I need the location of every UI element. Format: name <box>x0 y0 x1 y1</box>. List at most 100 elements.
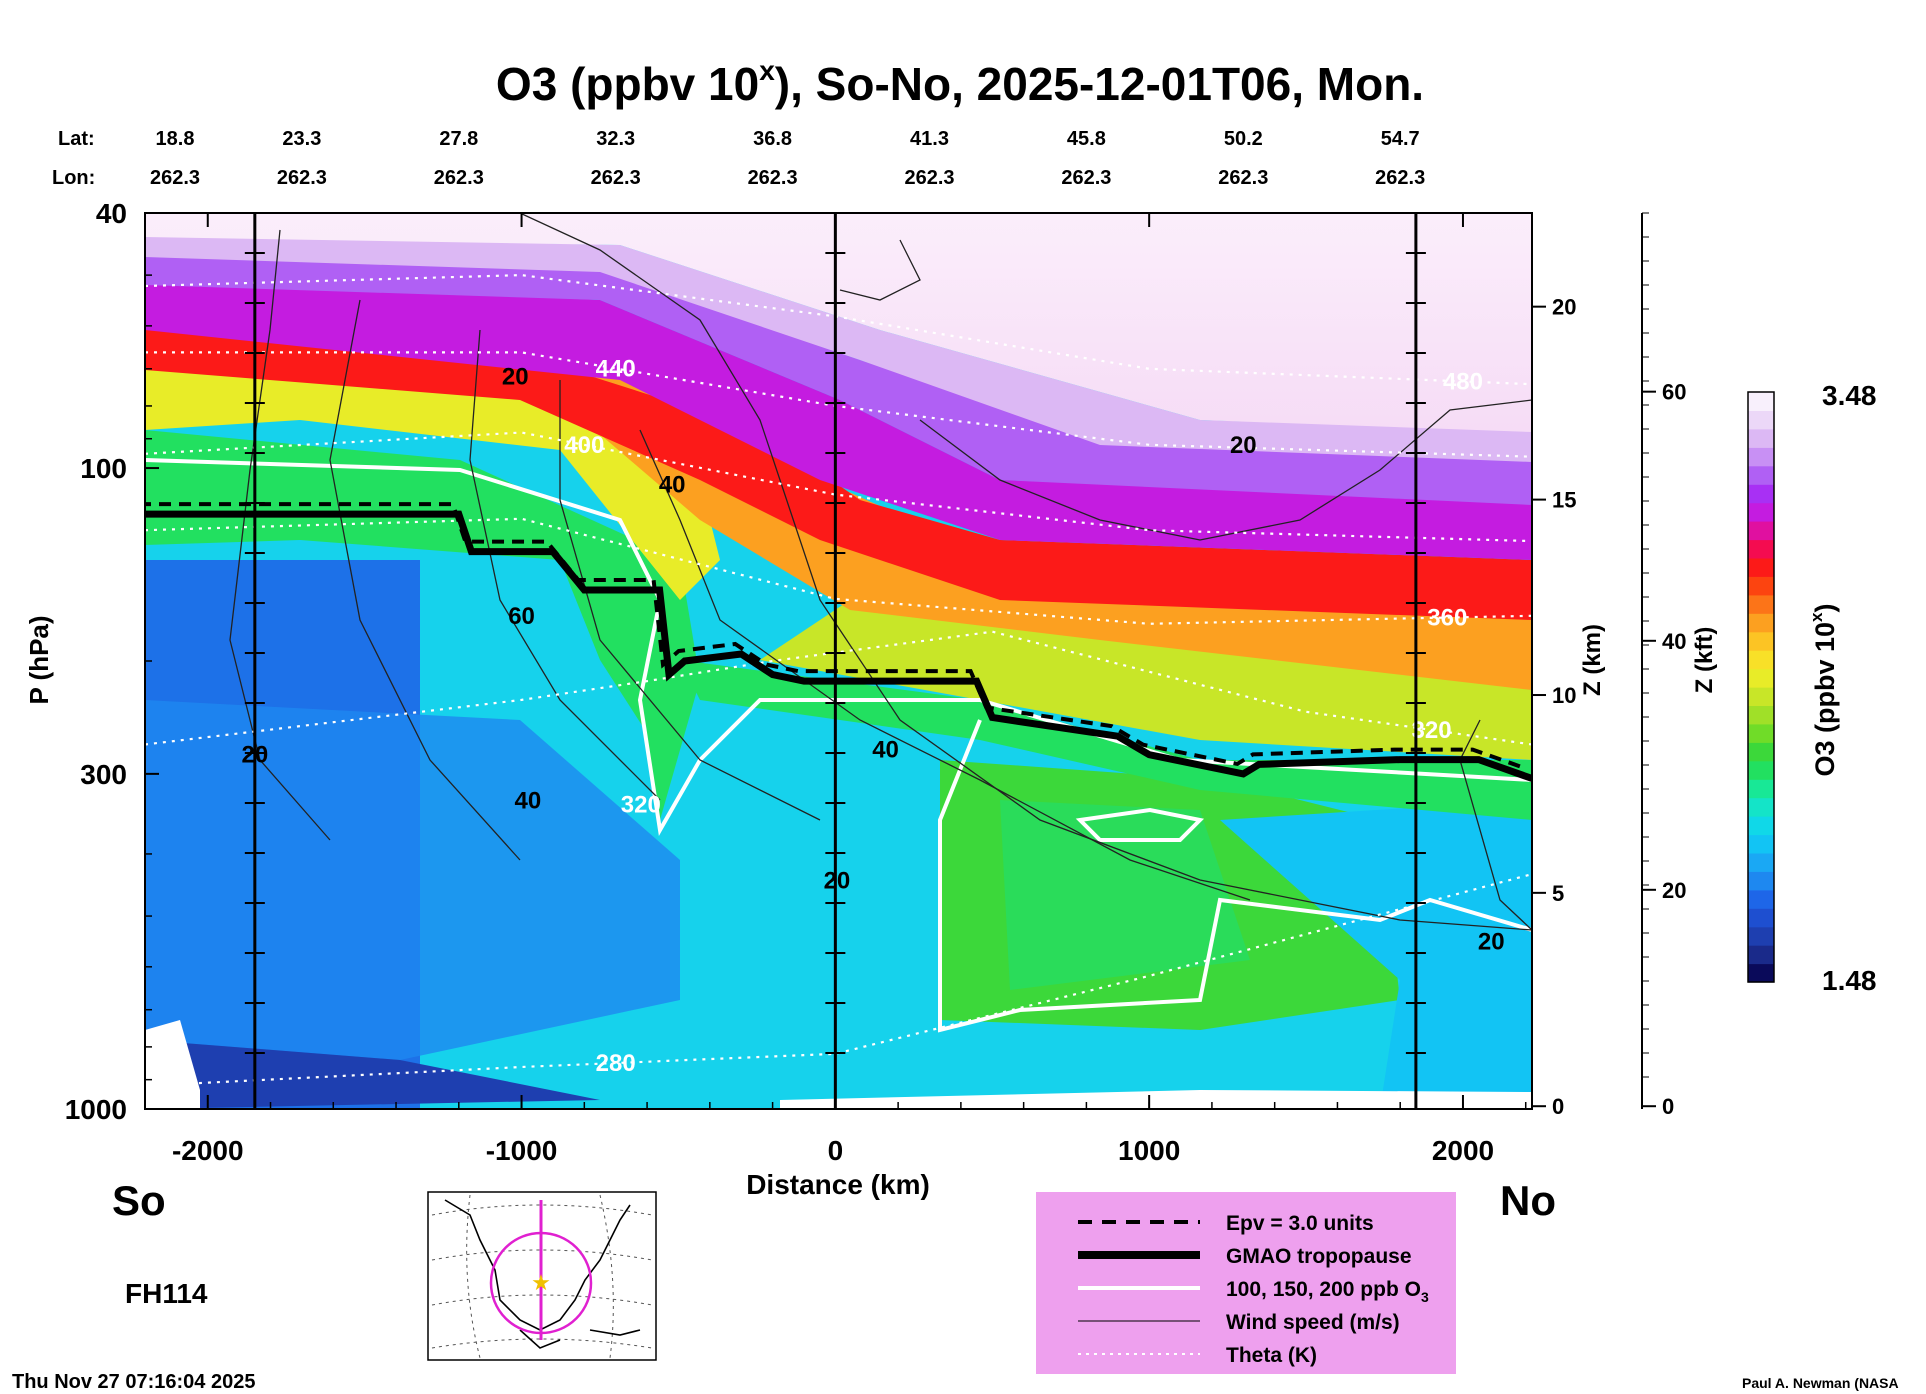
lat-value: 18.8 <box>156 128 195 150</box>
ozone-band-yellow-east <box>760 600 1532 760</box>
z-kft-tick-label: 60 <box>1662 380 1686 405</box>
y-tick-label: 300 <box>80 759 127 790</box>
z-km-tick-label: 15 <box>1552 488 1576 513</box>
x-tick-label: -2000 <box>172 1135 244 1166</box>
wind-line-4 <box>559 380 821 821</box>
wind-line-8 <box>919 399 1532 541</box>
colorbar-swatch <box>1748 926 1774 946</box>
legend-label: 100, 150, 200 ppb O3 <box>1226 1278 1429 1305</box>
ozone-band-green <box>145 430 700 820</box>
colorbar-swatch <box>1748 557 1774 577</box>
timestamp: Thu Nov 27 07:16:04 2025 <box>12 1371 255 1393</box>
colorbar-swatch <box>1748 447 1774 467</box>
wind-contour-label: 20 <box>1478 929 1505 956</box>
wind-line-9 <box>1459 719 1532 931</box>
colorbar-swatch <box>1748 908 1774 928</box>
colorbar-swatch <box>1748 723 1774 743</box>
colorbar-swatch <box>1748 852 1774 872</box>
y-tick-label: 40 <box>96 198 127 229</box>
ozone-band-lavender <box>145 235 1532 462</box>
z-km-axis: 20 15 10 5 0 <box>1531 213 1576 1119</box>
colorbar-swatch <box>1748 410 1774 430</box>
z-km-tick-label: 5 <box>1552 881 1564 906</box>
colorbar-swatch <box>1748 613 1774 633</box>
x-tick-label: 1000 <box>1118 1135 1180 1166</box>
ozone-band-red <box>145 320 1532 620</box>
colorbar-swatch <box>1748 631 1774 651</box>
wind-contour-label: 60 <box>508 603 535 630</box>
tropopause-line <box>145 510 1532 782</box>
colorbar-swatch <box>1748 742 1774 762</box>
colorbar-swatch <box>1748 539 1774 559</box>
ozone-band-green-light <box>1000 800 1250 990</box>
y-tick-label: 1000 <box>65 1094 127 1125</box>
legend-label: Theta (K) <box>1226 1344 1317 1367</box>
lat-value: 54.7 <box>1381 128 1420 150</box>
lon-value: 262.3 <box>277 167 327 189</box>
colorbar-swatch <box>1748 779 1774 799</box>
lon-value: 262.3 <box>591 167 641 189</box>
lat-value: 45.8 <box>1067 128 1106 150</box>
coastline <box>444 1199 641 1349</box>
lat-value: 27.8 <box>439 128 478 150</box>
z-km-tick-label: 10 <box>1552 683 1576 708</box>
credit: Paul A. Newman (NASA <box>1742 1375 1899 1391</box>
theta-line <box>145 630 1532 746</box>
wind-line-2 <box>329 299 521 861</box>
ozone-contour-white-1 <box>145 458 1532 836</box>
theta-label: 480 <box>1443 368 1483 395</box>
terrain-white <box>145 1020 200 1109</box>
north-label: No <box>1500 1177 1556 1224</box>
ozone-band-mid-blue <box>145 700 680 1060</box>
theta-line <box>145 517 1532 625</box>
x-tick-label: 2000 <box>1432 1135 1494 1166</box>
colorbar-swatch <box>1748 576 1774 596</box>
inset-map: ★ <box>427 1191 657 1361</box>
lon-value: 262.3 <box>1061 167 1111 189</box>
theta-label: 400 <box>564 432 604 459</box>
ozone-band-violet <box>145 255 1532 505</box>
wind-contours <box>229 213 1532 931</box>
colorbar-swatch <box>1748 502 1774 522</box>
lat-value: 36.8 <box>753 128 792 150</box>
ozone-contour-label: 320 <box>621 792 661 819</box>
legend-label: Wind speed (m/s) <box>1226 1311 1400 1334</box>
z-km-tick-label: 20 <box>1552 295 1576 320</box>
lat-value: 23.3 <box>282 128 321 150</box>
theta-label: 360 <box>1427 605 1467 632</box>
colorbar-swatch <box>1748 834 1774 854</box>
y-tick-label: 100 <box>80 453 127 484</box>
x-axis: -2000 -1000 0 1000 2000 <box>172 213 1527 1166</box>
wind-line-7 <box>839 239 921 301</box>
colorbar-swatch <box>1748 945 1774 965</box>
z-kft-tick-label: 0 <box>1662 1094 1674 1119</box>
colorbar-frame <box>1747 391 1775 983</box>
colorbar-swatch <box>1748 760 1774 780</box>
z-kft-tick-label: 20 <box>1662 878 1686 903</box>
wind-line-5 <box>639 429 1251 901</box>
legend-label: GMAO tropopause <box>1226 1245 1412 1268</box>
lon-value: 262.3 <box>1375 167 1425 189</box>
x-tick-label: 0 <box>828 1135 844 1166</box>
colorbar-max-label: 3.48 <box>1822 380 1877 411</box>
wind-contour-label: 20 <box>824 867 851 894</box>
colorbar <box>1747 391 1775 983</box>
colorbar-swatch <box>1748 705 1774 725</box>
wind-contour-label: 20 <box>1230 432 1257 459</box>
colorbar-label: O3 (ppbv 10x) <box>1807 603 1840 776</box>
lon-value: 262.3 <box>1218 167 1268 189</box>
colorbar-swatch <box>1748 521 1774 541</box>
lat-value: 50.2 <box>1224 128 1263 150</box>
ozone-band-magenta <box>145 280 1532 560</box>
y-axis: 40 100 300 1000 <box>65 198 159 1125</box>
z-kft-axis: 60 40 20 0 <box>1641 212 1686 1119</box>
south-label: So <box>112 1177 166 1224</box>
colorbar-swatch <box>1748 594 1774 614</box>
x-tick-label: -1000 <box>486 1135 558 1166</box>
ozone-band-top <box>145 213 1532 432</box>
x-axis-label: Distance (km) <box>746 1169 930 1200</box>
colorbar-swatch <box>1748 816 1774 836</box>
lat-value: 32.3 <box>596 128 635 150</box>
colorbar-swatch <box>1748 797 1774 817</box>
